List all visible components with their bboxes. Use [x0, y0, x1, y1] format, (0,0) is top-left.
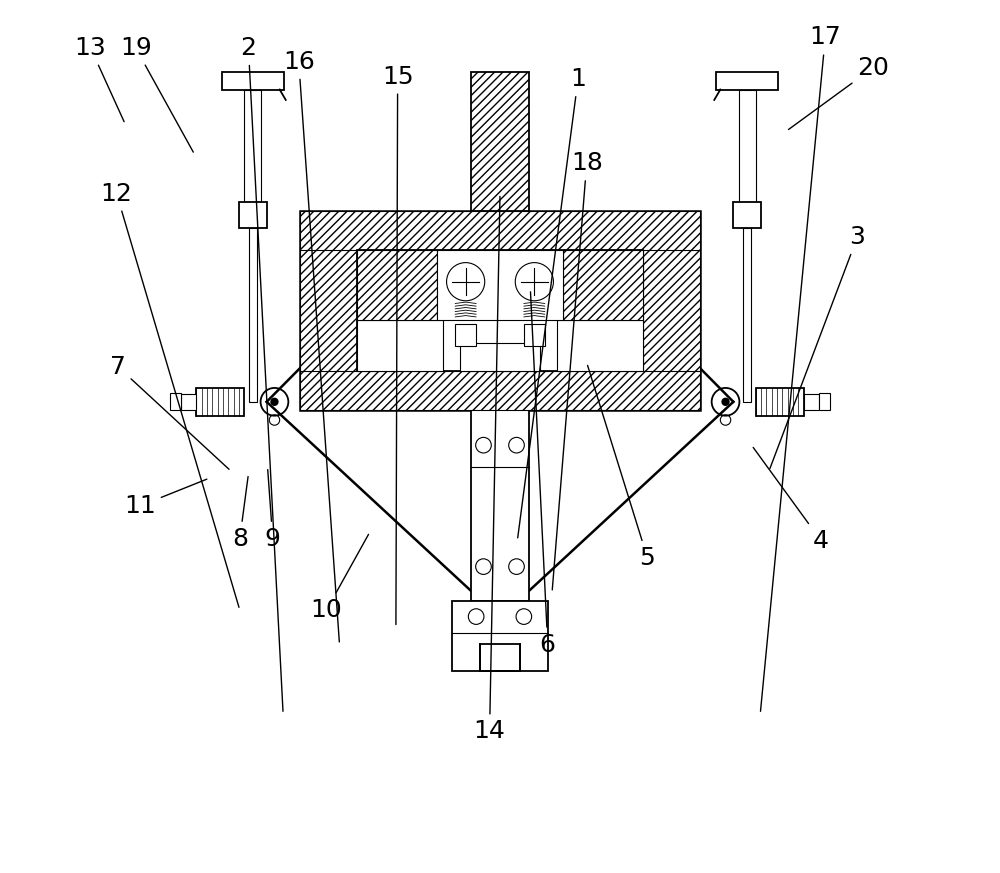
Bar: [756, 388, 804, 416]
Bar: [452, 601, 548, 670]
Bar: [357, 250, 437, 320]
Bar: [249, 229, 257, 402]
Bar: [437, 250, 563, 320]
Bar: [471, 72, 529, 211]
Bar: [733, 203, 761, 229]
Text: 18: 18: [552, 151, 603, 590]
Bar: [455, 324, 476, 346]
Bar: [643, 211, 700, 410]
Bar: [739, 90, 756, 203]
Text: 5: 5: [588, 366, 655, 570]
Text: 17: 17: [760, 25, 841, 711]
Text: 2: 2: [240, 36, 283, 711]
Text: 20: 20: [789, 56, 889, 129]
Text: 4: 4: [753, 448, 829, 553]
Circle shape: [722, 398, 729, 405]
Bar: [222, 72, 284, 90]
Text: 1: 1: [518, 67, 586, 538]
Circle shape: [271, 398, 278, 405]
Text: 14: 14: [474, 196, 506, 744]
Text: 8: 8: [232, 477, 248, 551]
Bar: [300, 211, 700, 410]
Bar: [196, 388, 244, 416]
Bar: [181, 394, 196, 409]
Bar: [300, 211, 700, 250]
Text: 19: 19: [120, 36, 193, 152]
Text: 11: 11: [124, 479, 207, 518]
Bar: [524, 324, 545, 346]
Text: 6: 6: [530, 292, 556, 656]
Text: 12: 12: [101, 182, 239, 608]
Bar: [743, 229, 751, 402]
Bar: [170, 393, 181, 410]
Text: 16: 16: [283, 50, 339, 642]
Bar: [300, 371, 700, 410]
Bar: [480, 644, 520, 670]
Bar: [300, 211, 357, 410]
Bar: [557, 320, 643, 371]
Text: 10: 10: [311, 534, 369, 622]
Bar: [716, 72, 778, 90]
Bar: [563, 250, 643, 320]
Text: 9: 9: [265, 470, 281, 551]
Bar: [357, 320, 443, 371]
Text: 3: 3: [770, 225, 865, 469]
Bar: [471, 410, 529, 601]
Bar: [239, 203, 267, 229]
Bar: [244, 90, 261, 203]
Text: 7: 7: [110, 355, 229, 470]
Bar: [357, 250, 643, 371]
Bar: [819, 393, 830, 410]
Text: 15: 15: [382, 65, 413, 624]
Bar: [804, 394, 819, 409]
Text: 13: 13: [75, 36, 124, 121]
Bar: [460, 343, 540, 371]
